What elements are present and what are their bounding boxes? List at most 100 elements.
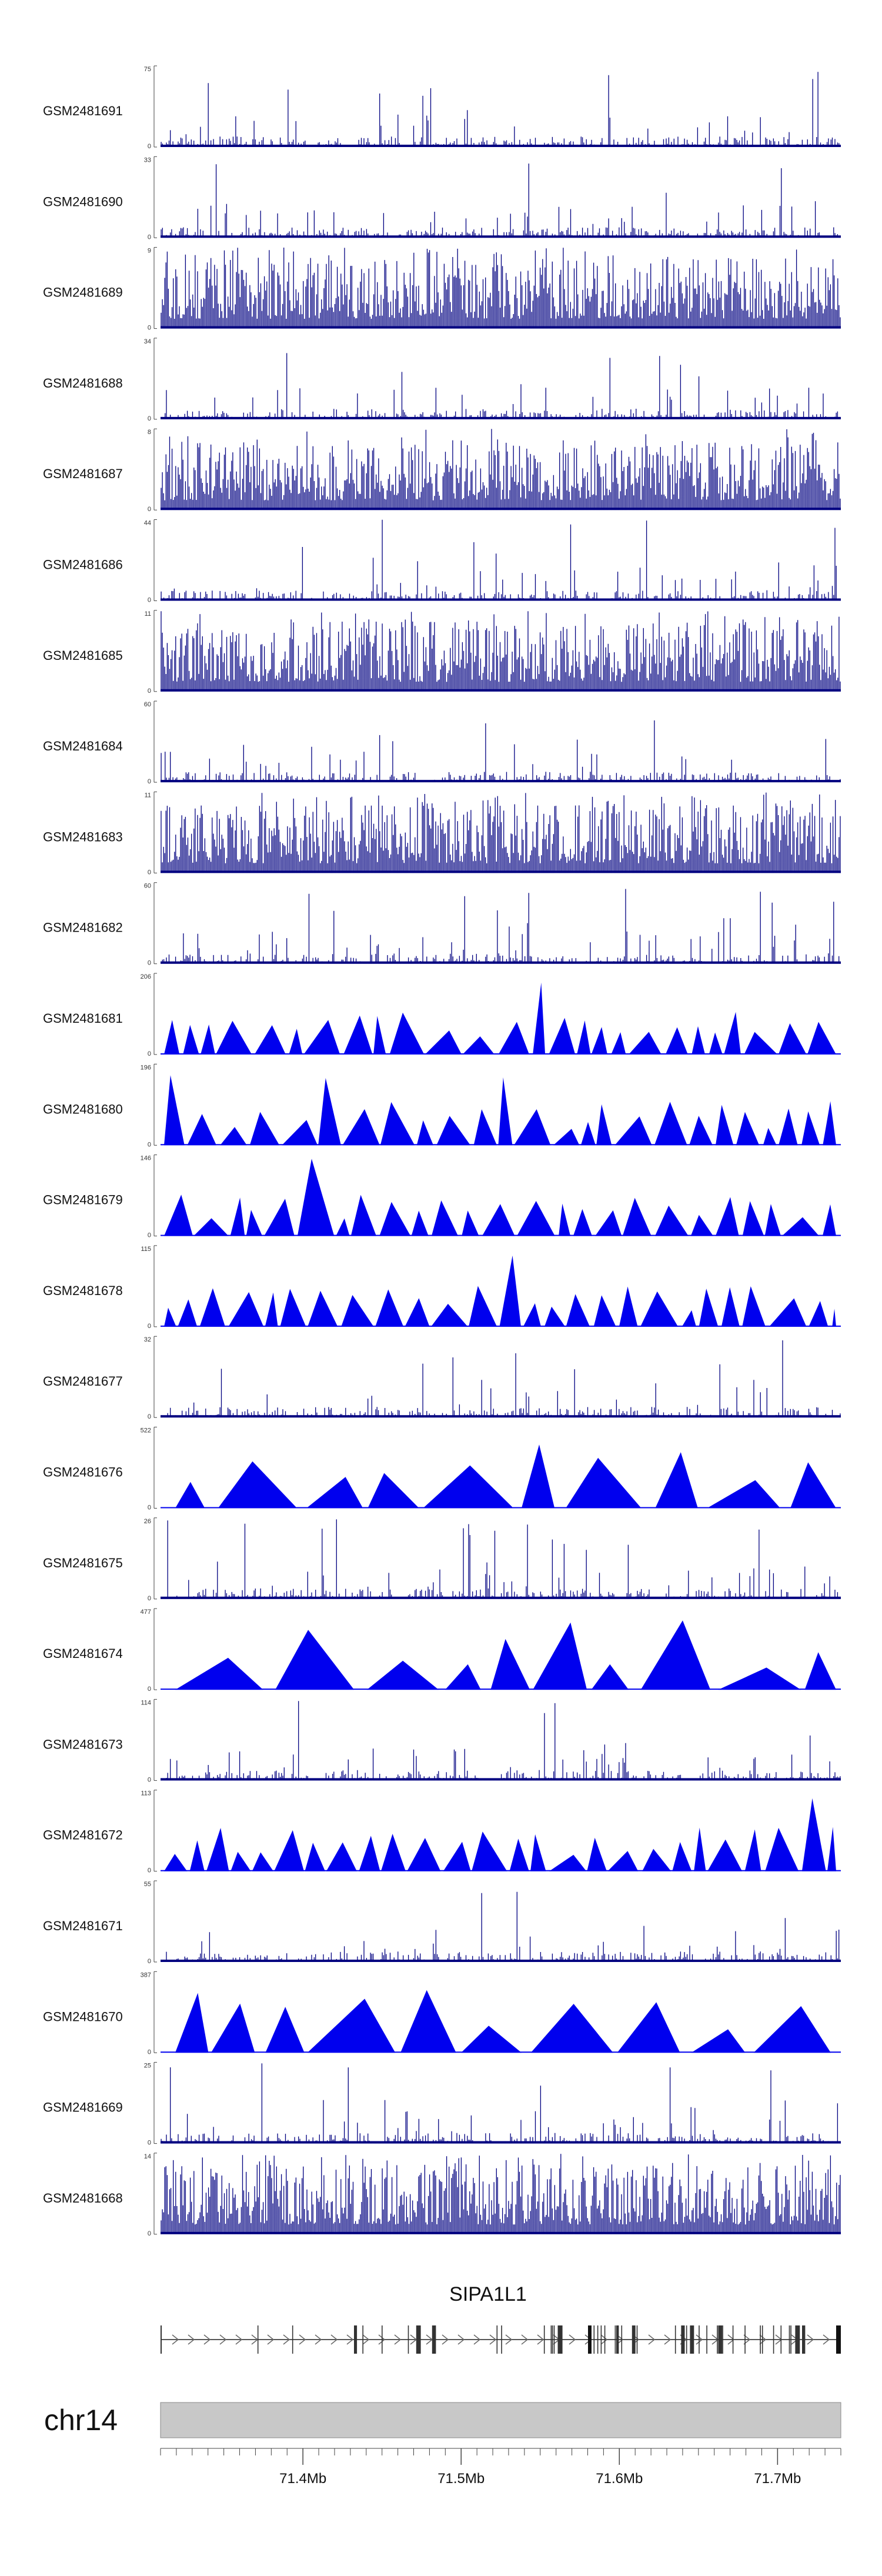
strand-arrow [378, 2334, 386, 2345]
track-ymax-label: 146 [141, 1155, 151, 1162]
strand-arrow [696, 2334, 703, 2345]
strand-arrow [283, 2334, 290, 2345]
strand-arrow [807, 2334, 814, 2345]
track-label: GSM2481690 [43, 194, 123, 209]
track-ymin-label: 0 [148, 506, 151, 513]
signal-baseline [161, 2051, 841, 2053]
gene-exon [557, 2325, 559, 2354]
track-ymax-label: 60 [144, 701, 151, 708]
gene-exon [802, 2325, 806, 2354]
track-GSM2481691: GSM2481691 75 0 [43, 65, 841, 150]
gene-exon [543, 2325, 545, 2354]
signal-baseline [161, 1507, 841, 1509]
strand-arrow [394, 2334, 402, 2345]
signal-baseline [161, 2231, 841, 2234]
track-ymin-label: 0 [148, 2048, 151, 2056]
track-ymin-label: 0 [148, 1958, 151, 1965]
gene-exon [632, 2325, 636, 2354]
gene-exon [550, 2325, 552, 2354]
signal-triangles [164, 1798, 836, 1871]
strand-arrow [362, 2334, 370, 2345]
track-ymax-label: 9 [148, 248, 151, 255]
track-label: GSM2481669 [43, 2100, 123, 2115]
track-GSM2481684: GSM2481684 60 0 [43, 700, 841, 785]
signal-baseline [161, 1144, 841, 1146]
gene-model: SIPA1L1 [161, 2283, 841, 2354]
gene-exon [616, 2325, 619, 2354]
track-label: GSM2481684 [43, 739, 123, 753]
signal-triangles [164, 1159, 836, 1236]
gene-exon [560, 2325, 562, 2354]
strand-arrow [664, 2334, 671, 2345]
gene-exon [614, 2325, 616, 2354]
track-ymin-label: 0 [148, 778, 151, 785]
track-ymax-label: 8 [148, 429, 151, 436]
gene-exon [795, 2325, 800, 2354]
strand-arrow [330, 2334, 338, 2345]
signal-baseline [161, 416, 841, 419]
track-label: GSM2481681 [43, 1011, 123, 1026]
track-GSM2481688: GSM2481688 34 0 [43, 338, 841, 422]
chromosome-band [160, 2402, 841, 2438]
signal-bars [161, 163, 841, 238]
track-ymin-label: 0 [148, 2230, 151, 2237]
gene-exon [732, 2325, 734, 2354]
track-GSM2481680: GSM2481680 196 0 [43, 1063, 841, 1148]
signal-bars [161, 353, 841, 419]
track-ymin-label: 0 [148, 1050, 151, 1057]
signal-baseline [161, 235, 841, 238]
track-ymin-label: 0 [148, 1867, 151, 1874]
gene-exon [257, 2325, 259, 2354]
signal-baseline [161, 326, 841, 329]
track-ymax-label: 75 [144, 66, 151, 73]
track-label: GSM2481689 [43, 285, 123, 300]
track-ymin-label: 0 [148, 1323, 151, 1330]
track-ymax-label: 14 [144, 2153, 151, 2160]
strand-arrow [743, 2334, 751, 2345]
signal-bars [161, 1701, 841, 1781]
track-ymax-label: 477 [141, 1609, 151, 1616]
gene-exon [790, 2325, 791, 2354]
strand-arrow [521, 2334, 529, 2345]
track-GSM2481683: GSM2481683 11 0 [43, 791, 841, 876]
signal-bars [161, 792, 841, 873]
strand-arrow [537, 2334, 544, 2345]
gene-exon [674, 2325, 676, 2354]
signal-baseline [161, 1778, 841, 1781]
strand-arrow [315, 2334, 322, 2345]
track-ymin-label: 0 [148, 325, 151, 332]
strand-arrow [600, 2334, 608, 2345]
track-ymax-label: 196 [141, 1064, 151, 1071]
strand-arrow [489, 2334, 497, 2345]
signal-baseline [161, 961, 841, 964]
signal-tracks: GSM2481691750GSM2481690330GSM248168990GS… [43, 65, 841, 2237]
signal-baseline [161, 1870, 841, 1871]
track-ymin-label: 0 [148, 1413, 151, 1420]
track-ymin-label: 0 [148, 415, 151, 422]
gene-exon [744, 2325, 746, 2354]
track-ymax-label: 206 [141, 973, 151, 980]
strand-arrow [823, 2334, 830, 2345]
gene-exon [416, 2325, 421, 2354]
track-ymin-label: 0 [148, 869, 151, 876]
strand-arrow [711, 2334, 719, 2345]
strand-arrow [648, 2334, 656, 2345]
strand-arrow [505, 2334, 513, 2345]
gene-exon [501, 2325, 502, 2354]
track-ymax-label: 11 [145, 792, 151, 799]
gene-exon [604, 2325, 606, 2354]
track-ymin-label: 0 [148, 1686, 151, 1693]
track-GSM2481690: GSM2481690 33 0 [43, 156, 841, 241]
track-ymax-label: 113 [141, 1790, 151, 1797]
x-tick-label: 71.4Mb [279, 2471, 326, 2487]
signal-bars [161, 1891, 841, 1962]
track-label: GSM2481675 [43, 1556, 123, 1570]
x-tick-label: 71.6Mb [596, 2471, 643, 2487]
track-label: GSM2481685 [43, 648, 123, 663]
signal-bars [161, 2154, 841, 2234]
track-ymin-label: 0 [148, 2140, 151, 2147]
track-label: GSM2481673 [43, 1737, 123, 1751]
x-tick-label: 71.5Mb [437, 2471, 485, 2487]
track-ymin-label: 0 [148, 1504, 151, 1511]
gene-exon [292, 2325, 293, 2354]
